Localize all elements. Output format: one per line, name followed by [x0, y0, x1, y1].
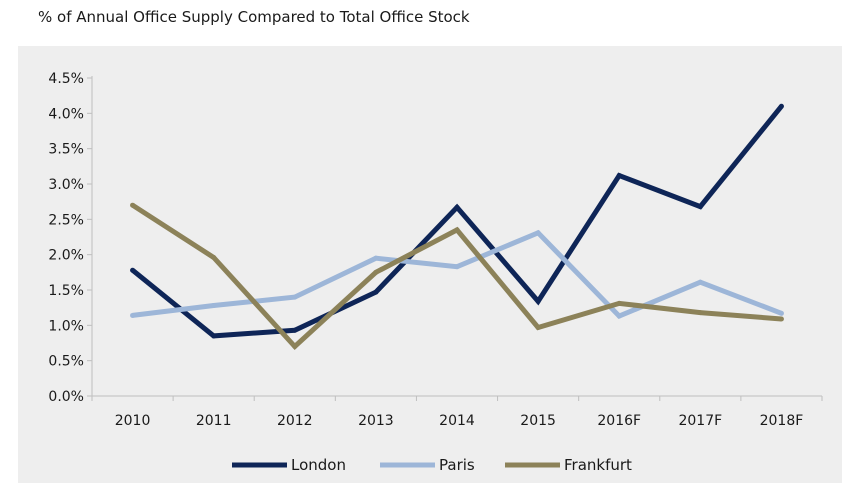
data-point-paris [616, 313, 622, 319]
x-tick-label: 2016F [597, 413, 641, 429]
data-point-paris [535, 230, 541, 236]
data-point-frankfurt [535, 324, 541, 330]
y-tick-label: 0.0% [48, 389, 84, 405]
x-tick-label: 2017F [678, 413, 722, 429]
data-point-london [535, 298, 541, 304]
x-tick-label: 2012 [277, 413, 313, 429]
data-point-frankfurt [373, 269, 379, 275]
data-point-london [373, 289, 379, 295]
y-tick-label: 0.5% [48, 354, 84, 370]
y-tick-label: 2.0% [48, 248, 84, 264]
data-point-frankfurt [130, 202, 136, 208]
axes: 0.0% 0.5% 1.0% 1.5% 2.0% 2.5% 3.0% 3.5% 4.0% 4.5%… [48, 71, 823, 429]
series-lines [130, 103, 784, 351]
y-tick-label: 3.0% [48, 177, 84, 193]
data-point-london [454, 204, 460, 210]
legend-label-paris: Paris [439, 456, 475, 474]
x-tick-label: 2013 [358, 413, 394, 429]
data-point-frankfurt [454, 227, 460, 233]
data-point-paris [130, 312, 136, 318]
data-point-london [697, 204, 703, 210]
data-point-paris [211, 303, 217, 309]
x-tick-label: 2018F [760, 413, 804, 429]
data-point-london [616, 173, 622, 179]
data-point-paris [373, 255, 379, 261]
data-point-frankfurt [616, 300, 622, 306]
x-tick-label: 2011 [196, 413, 232, 429]
data-point-paris [778, 310, 784, 316]
legend-label-london: London [291, 456, 346, 474]
chart-title: % of Annual Office Supply Compared to To… [38, 8, 470, 26]
data-point-frankfurt [292, 344, 298, 350]
y-tick-label: 1.5% [48, 283, 84, 299]
y-tick-label: 4.5% [48, 71, 84, 87]
data-point-london [211, 333, 217, 339]
data-point-frankfurt [778, 316, 784, 322]
data-point-london [778, 103, 784, 109]
data-point-london [292, 327, 298, 333]
legend: London Paris Frankfurt [232, 456, 632, 474]
data-point-paris [292, 294, 298, 300]
x-tick-label: 2010 [115, 413, 151, 429]
data-point-frankfurt [211, 254, 217, 260]
y-tick-label: 1.0% [48, 318, 84, 334]
y-tick-label: 2.5% [48, 212, 84, 228]
legend-label-frankfurt: Frankfurt [564, 456, 632, 474]
data-point-london [130, 267, 136, 273]
series-line-frankfurt [131, 203, 782, 351]
data-point-paris [454, 264, 460, 270]
y-tick-label: 4.0% [48, 106, 84, 122]
data-point-paris [697, 279, 703, 285]
y-tick-label: 3.5% [48, 142, 84, 158]
x-tick-label: 2014 [439, 413, 475, 429]
x-tick-label: 2015 [520, 413, 556, 429]
data-point-frankfurt [697, 310, 703, 316]
